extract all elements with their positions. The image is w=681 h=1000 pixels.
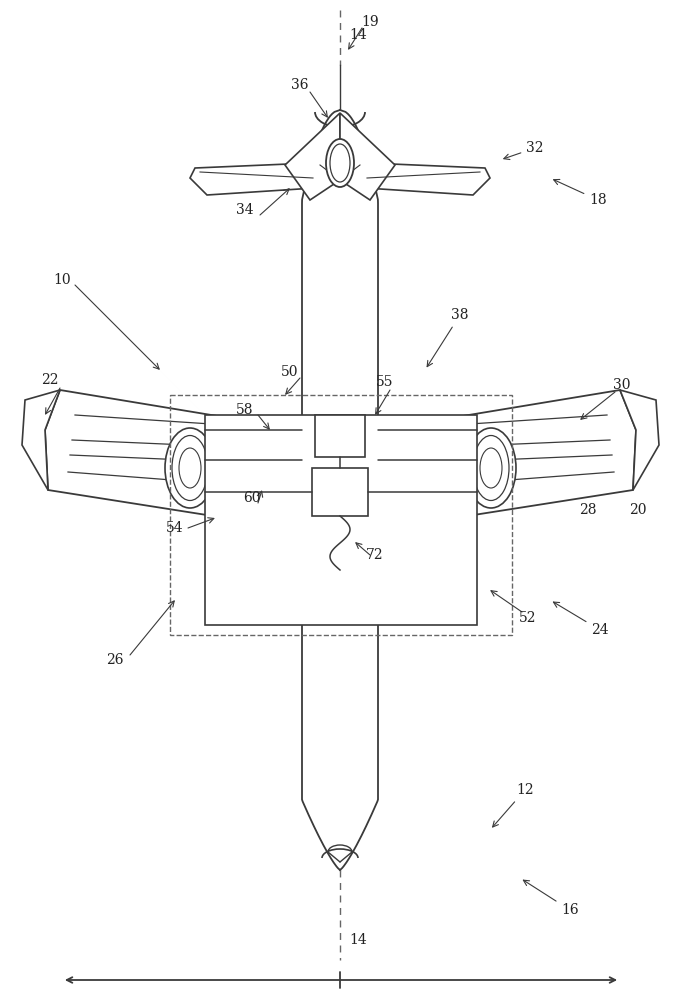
Ellipse shape bbox=[179, 448, 201, 488]
Text: 14: 14 bbox=[349, 28, 367, 42]
Ellipse shape bbox=[466, 428, 516, 508]
Bar bbox=[220, 425, 290, 495]
Bar bbox=[170, 395, 512, 635]
Ellipse shape bbox=[165, 428, 215, 508]
Text: 72: 72 bbox=[366, 548, 384, 562]
Bar bbox=[315, 415, 365, 457]
Polygon shape bbox=[45, 390, 302, 530]
Text: 26: 26 bbox=[106, 653, 124, 667]
Polygon shape bbox=[285, 113, 340, 200]
Text: 50: 50 bbox=[281, 365, 299, 379]
Ellipse shape bbox=[172, 436, 208, 500]
Text: 34: 34 bbox=[236, 203, 254, 217]
Text: 12: 12 bbox=[492, 783, 534, 827]
Text: 54: 54 bbox=[166, 521, 184, 535]
Ellipse shape bbox=[473, 436, 509, 500]
Ellipse shape bbox=[326, 139, 354, 187]
Text: 30: 30 bbox=[614, 378, 631, 392]
Text: 20: 20 bbox=[629, 503, 647, 517]
Text: 60: 60 bbox=[243, 491, 261, 505]
Polygon shape bbox=[22, 390, 60, 490]
Text: 36: 36 bbox=[291, 78, 308, 92]
Text: 38: 38 bbox=[427, 308, 469, 367]
Bar bbox=[205, 415, 477, 625]
Text: 22: 22 bbox=[42, 373, 59, 387]
Text: 58: 58 bbox=[236, 403, 254, 417]
Polygon shape bbox=[378, 390, 636, 530]
Text: 32: 32 bbox=[504, 141, 543, 160]
Text: 16: 16 bbox=[524, 880, 579, 917]
Ellipse shape bbox=[330, 144, 350, 182]
Polygon shape bbox=[340, 113, 395, 200]
Text: 28: 28 bbox=[580, 503, 597, 517]
Ellipse shape bbox=[480, 448, 502, 488]
Text: 14: 14 bbox=[349, 933, 367, 947]
Text: 10: 10 bbox=[53, 273, 71, 287]
Polygon shape bbox=[190, 163, 315, 195]
Bar bbox=[207, 420, 303, 535]
Text: 55: 55 bbox=[376, 375, 394, 389]
Bar bbox=[312, 468, 368, 516]
Text: 24: 24 bbox=[554, 602, 609, 637]
Text: 19: 19 bbox=[361, 15, 379, 29]
Text: 52: 52 bbox=[519, 611, 537, 625]
Polygon shape bbox=[620, 390, 659, 490]
Text: 18: 18 bbox=[554, 179, 607, 207]
Polygon shape bbox=[365, 163, 490, 195]
Bar bbox=[391, 425, 461, 495]
